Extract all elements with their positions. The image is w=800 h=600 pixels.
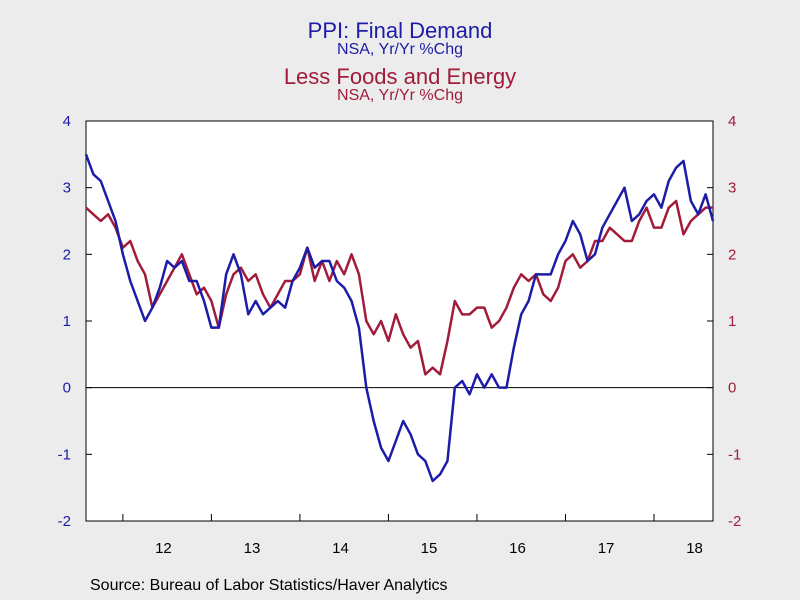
- source-note: Source: Bureau of Labor Statistics/Haver…: [90, 577, 448, 594]
- x-tick-label: 12: [155, 540, 172, 557]
- chart-title-series2: Less Foods and Energy: [283, 64, 517, 89]
- series-line-ppi-final-demand: [84, 153, 715, 483]
- y-axis-right: 4 3 2 1 0 -1 -2: [707, 113, 741, 530]
- series-line-less-foods-energy: [85, 199, 713, 376]
- y-tick-label-left: 1: [63, 313, 71, 330]
- y-tick-label-right: 1: [728, 313, 736, 330]
- y-tick-label-left: -1: [58, 446, 71, 463]
- x-tick-label: 13: [244, 540, 261, 557]
- x-tick-label: 17: [598, 540, 615, 557]
- x-tick-label: 16: [509, 540, 526, 557]
- y-tick-label-left: 4: [63, 113, 71, 130]
- y-tick-label-right: 2: [728, 246, 736, 263]
- y-tick-label-right: 0: [728, 380, 736, 397]
- y-tick-label-left: 3: [63, 180, 71, 197]
- y-tick-label-right: -1: [728, 446, 741, 463]
- y-tick-label-right: 3: [728, 180, 736, 197]
- chart-subtitle-series1: NSA, Yr/Yr %Chg: [337, 41, 463, 58]
- y-tick-label-left: 0: [63, 380, 71, 397]
- y-tick-label-right: 4: [728, 113, 736, 130]
- x-tick-label: 18: [686, 540, 703, 557]
- x-tick-label: 15: [421, 540, 438, 557]
- chart-subtitle-series2: NSA, Yr/Yr %Chg: [337, 87, 463, 104]
- chart-title-series1: PPI: Final Demand: [307, 18, 493, 43]
- y-tick-label-left: 2: [63, 246, 71, 263]
- y-axis-left: 4 3 2 1 0 -1 -2: [58, 113, 92, 530]
- y-tick-label-left: -2: [58, 513, 71, 530]
- series-group: [84, 153, 715, 483]
- y-tick-label-right: -2: [728, 513, 741, 530]
- x-axis: 12 13 14 15 16 17 18: [122, 514, 703, 557]
- x-tick-label: 14: [332, 540, 349, 557]
